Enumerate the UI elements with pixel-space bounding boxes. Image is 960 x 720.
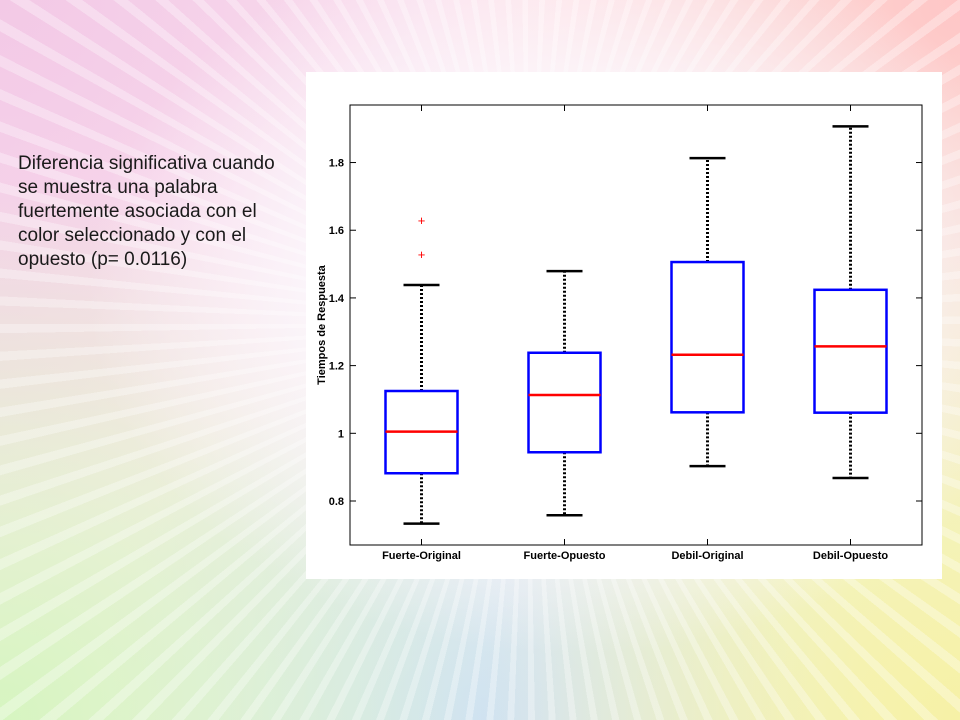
y-tick-label: 1.4 [329,293,345,305]
y-tick-label: 1.8 [329,158,344,170]
y-axis-label: Tiempos de Respuesta [316,264,328,384]
outlier-marker: + [418,213,426,228]
iqr-box [527,351,602,454]
x-tick-label: Fuerte-Original [382,550,461,562]
x-tick-label: Fuerte-Opuesto [524,550,606,562]
iqr-box [813,288,888,414]
caption-text: Diferencia significativa cuando se muest… [18,153,275,270]
x-tick-label: Debil-Opuesto [813,550,888,562]
boxplot-chart: 0.8 1 1.2 1.4 1.6 1.8 Tiempos de Respuesta Fuer… [316,104,923,562]
y-tick-label: 1.2 [329,361,344,373]
chart-panel: 0.8 1 1.2 1.4 1.6 1.8 Tiempos de Respuesta Fuer… [306,72,942,579]
y-tick-label: 1.6 [329,225,344,237]
outlier-marker: + [418,247,426,262]
plot-frame [349,104,923,546]
iqr-box [670,260,745,414]
y-tick-label: 1 [338,428,344,440]
y-tick-label: 0.8 [329,496,344,508]
x-tick-label: Debil-Original [671,550,743,562]
